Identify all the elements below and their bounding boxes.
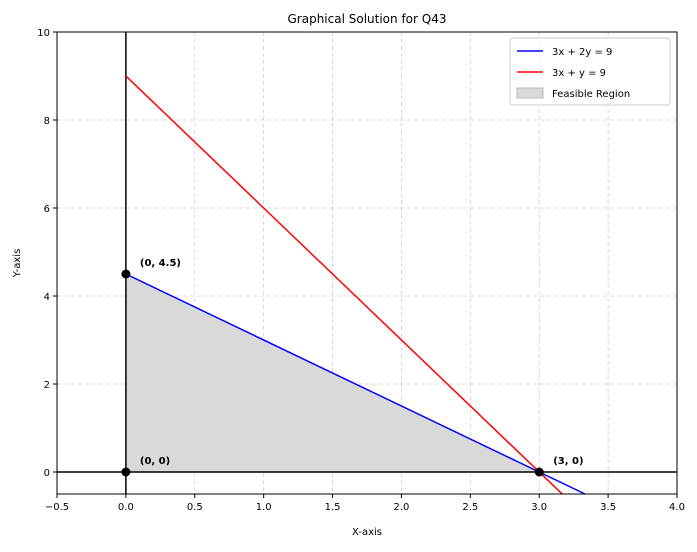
x-tick-label: 0.5 — [187, 502, 203, 513]
x-tick-label: 1.0 — [256, 502, 272, 513]
x-tick-label: −0.5 — [45, 502, 69, 513]
corner-point — [534, 467, 544, 477]
x-tick-label: 2.0 — [393, 502, 409, 513]
y-axis-label: Y-axis — [12, 249, 23, 279]
x-tick-label: 1.5 — [325, 502, 341, 513]
legend-label: 3x + 2y = 9 — [552, 47, 612, 58]
point-label: (0, 4.5) — [140, 258, 181, 269]
y-tick-label: 8 — [44, 116, 50, 127]
x-tick-label: 3.0 — [531, 502, 547, 513]
series-line-1 — [125, 75, 563, 494]
corner-point — [121, 467, 131, 477]
x-tick-label: 2.5 — [462, 502, 478, 513]
y-tick-label: 0 — [44, 468, 50, 479]
legend — [509, 37, 671, 106]
corner-point — [121, 269, 131, 279]
y-tick-label: 6 — [44, 204, 50, 215]
chart-title: Graphical Solution for Q43 — [288, 12, 447, 26]
x-tick-label: 4.0 — [669, 502, 685, 513]
y-tick-label: 10 — [37, 28, 50, 39]
legend-swatch — [516, 87, 544, 99]
plot-frame — [56, 31, 678, 495]
legend-label: 3x + y = 9 — [552, 68, 606, 79]
x-axis-label: X-axis — [352, 527, 382, 538]
y-tick-label: 2 — [44, 380, 50, 391]
x-tick-label: 0.0 — [118, 502, 134, 513]
series-line-0 — [125, 273, 586, 494]
point-label: (3, 0) — [553, 456, 583, 467]
legend-label: Feasible Region — [552, 89, 630, 100]
y-tick-label: 4 — [44, 292, 50, 303]
point-label: (0, 0) — [140, 456, 170, 467]
x-tick-label: 3.5 — [600, 502, 616, 513]
